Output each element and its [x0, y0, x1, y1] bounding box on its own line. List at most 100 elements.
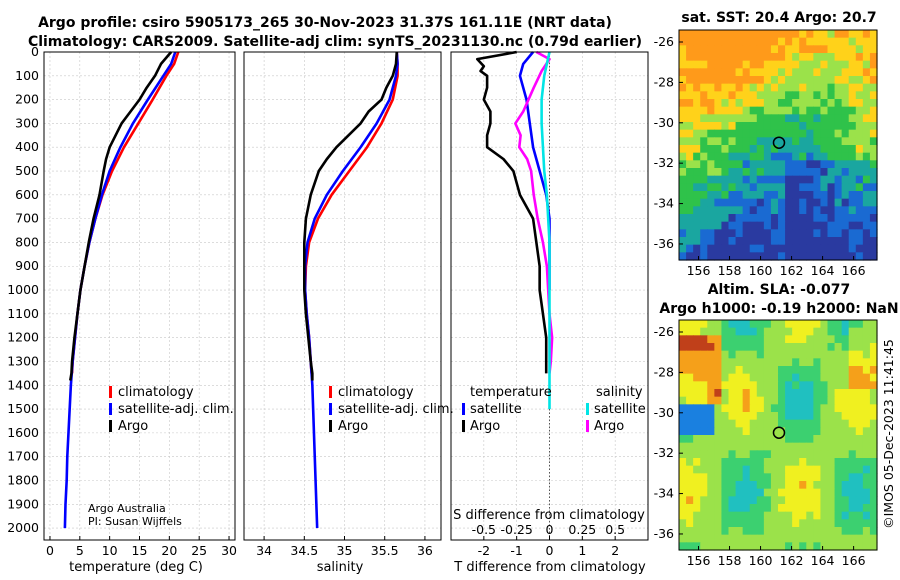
map-cell: [855, 83, 864, 92]
map-cell: [693, 37, 701, 46]
map-cell: [686, 358, 694, 367]
map-cell: [714, 496, 723, 505]
map-cell: [806, 183, 814, 192]
map-cell: [792, 366, 800, 375]
map-cell: [848, 91, 857, 100]
map-cell: [778, 320, 786, 329]
map-cell: [792, 527, 800, 536]
map-cell: [763, 244, 772, 253]
map-cell: [679, 519, 687, 528]
map-cell: [827, 76, 836, 85]
map-cell: [778, 137, 786, 146]
map-cell: [735, 396, 744, 405]
map-cell: [763, 366, 772, 375]
map-cell: [679, 389, 687, 398]
map-cell: [841, 534, 850, 543]
map-cell: [686, 91, 694, 100]
map-cell: [848, 458, 857, 467]
map-cell: [834, 373, 843, 382]
map-cell: [799, 160, 807, 169]
map-cell: [792, 373, 800, 382]
map-cell: [792, 350, 800, 359]
map-cell: [728, 83, 737, 92]
map-cell: [792, 145, 800, 154]
sla-map-title-line1: Altim. SLA: -0.077: [708, 282, 851, 298]
map-cell: [841, 373, 850, 382]
map-cell: [834, 358, 843, 367]
map-cell: [806, 527, 814, 536]
map-cell: [763, 458, 772, 467]
map-cell: [700, 191, 708, 200]
map-cell: [806, 122, 814, 131]
map-cell: [742, 435, 751, 444]
map-cell: [700, 76, 708, 85]
map-cell: [841, 435, 850, 444]
map-cell: [785, 229, 793, 238]
map-cell: [855, 60, 864, 69]
map-cell: [721, 37, 730, 46]
map-cell: [721, 335, 730, 344]
map-cell: [735, 160, 744, 169]
map-cell: [735, 534, 744, 543]
map-cell: [778, 145, 786, 154]
map-cell: [813, 481, 822, 490]
map-cell: [735, 53, 744, 62]
map-cell: [848, 412, 857, 421]
map-cell: [799, 145, 807, 154]
map-cell: [827, 465, 836, 474]
map-cell: [834, 83, 843, 92]
map-cell: [763, 511, 772, 520]
map-cell: [869, 542, 878, 551]
map-cell: [848, 152, 857, 161]
map-cell: [749, 99, 758, 108]
map-cell: [834, 320, 843, 329]
x-tick-label: 15: [132, 543, 148, 558]
map-cell: [686, 45, 694, 54]
map-cell: [799, 527, 807, 536]
map-cell: [799, 450, 807, 459]
map-cell: [778, 519, 786, 528]
map-cell: [679, 473, 687, 482]
map-cell: [714, 419, 723, 428]
map-cell: [735, 473, 744, 482]
map-cell: [820, 68, 829, 77]
map-cell: [813, 191, 822, 200]
map-cell: [778, 396, 786, 405]
map-cell: [813, 366, 822, 375]
map-cell: [848, 68, 857, 77]
legend-label-argo: Argo: [338, 419, 368, 434]
map-cell: [820, 99, 829, 108]
map-cell: [806, 244, 814, 253]
map-cell: [778, 45, 786, 54]
map-cell: [855, 237, 864, 246]
map-cell: [869, 183, 878, 192]
map-cell: [728, 320, 737, 329]
map-cell: [693, 83, 701, 92]
map-cell: [770, 122, 779, 131]
map-cell: [792, 504, 800, 513]
map-cell: [756, 527, 765, 536]
map-cell: [855, 504, 864, 513]
map-cell: [827, 481, 836, 490]
map-cell: [813, 137, 822, 146]
map-cell: [799, 122, 807, 131]
map-cell: [742, 129, 751, 138]
map-cell: [820, 527, 829, 536]
map-cell: [700, 327, 708, 336]
sla-map-title-line2: Argo h1000: -0.19 h2000: NaN: [659, 301, 898, 317]
map-cell: [756, 129, 765, 138]
map-cell: [785, 458, 793, 467]
map-cell: [785, 465, 793, 474]
map-cell: [686, 343, 694, 352]
map-cell: [749, 450, 758, 459]
map-cell: [841, 335, 850, 344]
map-cell: [707, 198, 715, 207]
map-cell: [714, 473, 723, 482]
map-cell: [855, 183, 864, 192]
map-cell: [693, 99, 701, 108]
map-cell: [693, 198, 701, 207]
map-cell: [806, 168, 814, 177]
map-cell: [707, 214, 715, 223]
map-cell: [693, 252, 701, 261]
map-cell: [841, 37, 850, 46]
